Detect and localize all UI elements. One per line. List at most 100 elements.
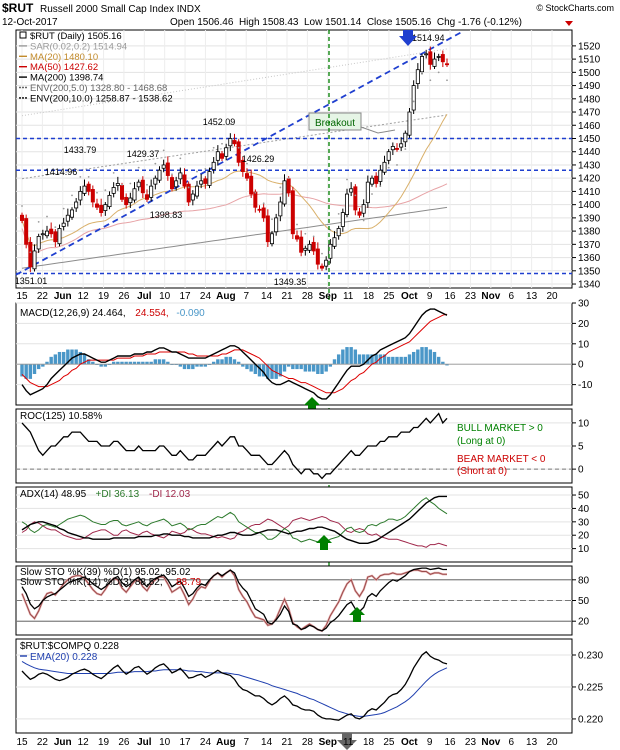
sar-dot (212, 146, 215, 149)
price-annotation: 1351.01 (15, 276, 48, 286)
breakout-pointer (360, 126, 396, 134)
sar-dot (179, 157, 182, 160)
macd-histogram-bar (349, 347, 353, 365)
adx-line (21, 495, 447, 544)
candle-body (203, 178, 208, 184)
price-x-axis-label: 24 (200, 291, 212, 302)
header-ohlc: Open 1506.46 High 1508.43 Low 1501.14 Cl… (170, 17, 522, 28)
macd-histogram-bar (416, 349, 420, 365)
breakout-callout (308, 112, 362, 131)
candle-body (232, 140, 237, 145)
candle-body (274, 217, 279, 233)
price-x-axis-label: 25 (383, 291, 395, 302)
candle-body (307, 243, 312, 251)
candle-body (32, 250, 37, 270)
candle-body (357, 211, 362, 216)
ma200-line (21, 206, 448, 269)
sar-dot (412, 100, 415, 103)
macd-histogram-bar (28, 364, 33, 379)
macd-histogram-bar (132, 361, 137, 365)
candle-body (95, 203, 100, 208)
sar-dot (404, 148, 407, 150)
candle-body (249, 175, 254, 195)
macd-histogram-bar (345, 347, 349, 365)
macd-histogram-bar (20, 364, 24, 377)
macd-histogram-bar (36, 364, 41, 370)
candle-body (157, 169, 162, 181)
macd-histogram-bar (378, 354, 383, 365)
candle-body (294, 235, 299, 240)
bottom-x-axis-label: Sep (319, 737, 337, 748)
macd-histogram-bar (78, 351, 83, 365)
bottom-x-axis-label: Jul (137, 737, 152, 748)
macd-histogram-bar (182, 364, 187, 370)
candle-body (253, 191, 258, 208)
macd-histogram-bar (41, 364, 45, 367)
candle-body (386, 151, 391, 161)
price-x-axis-label: Aug (216, 291, 235, 302)
macd-histogram-bar (282, 364, 287, 372)
macd-histogram-bar (395, 356, 399, 365)
sar-dot (396, 164, 398, 166)
macd-histogram-bar (178, 364, 183, 367)
price-ytick-label: 1500 (578, 68, 601, 79)
sar-dot (71, 194, 73, 197)
macd-histogram-bar (274, 364, 278, 379)
bottom-x-axis-label: Oct (401, 737, 418, 748)
macd-ytick-label: 20 (578, 319, 590, 330)
candle-body (128, 197, 133, 204)
price-x-axis-label: 12 (78, 291, 90, 302)
bottom-x-axis-label: 12 (78, 737, 90, 748)
candle-body (115, 183, 120, 186)
macd-ytick-label: 0 (578, 360, 584, 371)
adx-legend-entry: +DI 36.13 (96, 489, 140, 500)
macd-histogram-bar (386, 356, 391, 365)
price-x-axis-label: Jul (137, 291, 152, 302)
candle-body (136, 181, 141, 188)
macd-histogram-bar (374, 354, 378, 365)
candle-body (403, 132, 408, 143)
price-ytick-label: 1340 (578, 280, 601, 291)
macd-histogram-bar (270, 364, 274, 379)
macd-histogram-bar (211, 361, 216, 365)
price-legend-entry: $RUT (Daily) 1505.16 (30, 31, 122, 42)
macd-ytick-label: 10 (578, 339, 590, 350)
macd-frame (15, 302, 573, 406)
macd-histogram-bar (403, 356, 408, 365)
macd-histogram-bar (291, 364, 295, 370)
macd-histogram-bar (424, 347, 428, 365)
sar-dot (354, 194, 357, 197)
adx-legend-entry: ADX(14) 48.95 (20, 489, 87, 500)
sar-dot (187, 186, 190, 189)
candle-body (190, 193, 195, 201)
macd-histogram-bar (357, 354, 362, 365)
sar-dot (121, 183, 123, 186)
bottom-x-axis-label: 10 (159, 737, 171, 748)
macd-histogram-bar (328, 364, 333, 367)
price-ytick-label: 1360 (578, 253, 601, 264)
macd-signal-line (21, 313, 448, 394)
price-x-axis-label: 22 (37, 291, 49, 302)
macd-legend-entry: MACD(12,26,9) 24.464, (20, 308, 126, 319)
macd-histogram-bar (445, 364, 449, 366)
macd-histogram-bar (311, 364, 316, 372)
roc-note: BULL MARKET > 0 (457, 423, 543, 434)
sar-dot (296, 223, 298, 226)
macd-histogram-bar (261, 364, 266, 377)
candle-body (286, 178, 291, 194)
candle-body (182, 174, 187, 187)
sar-dot (346, 178, 348, 181)
macd-histogram-bar (191, 364, 195, 370)
macd-histogram-bar (241, 364, 245, 367)
candle-body (394, 148, 399, 150)
bottom-x-axis-label: 19 (98, 737, 110, 748)
sar-dot (421, 71, 423, 74)
sar-dot (279, 186, 282, 189)
price-ytick-label: 1440 (578, 147, 601, 158)
bottom-x-axis-label: 25 (383, 737, 395, 748)
candle-body (174, 180, 179, 188)
sto-up-arrow-icon (349, 607, 365, 622)
sto-ytick-label: 80 (578, 575, 590, 586)
adx-ytick-label: 50 (578, 491, 590, 502)
